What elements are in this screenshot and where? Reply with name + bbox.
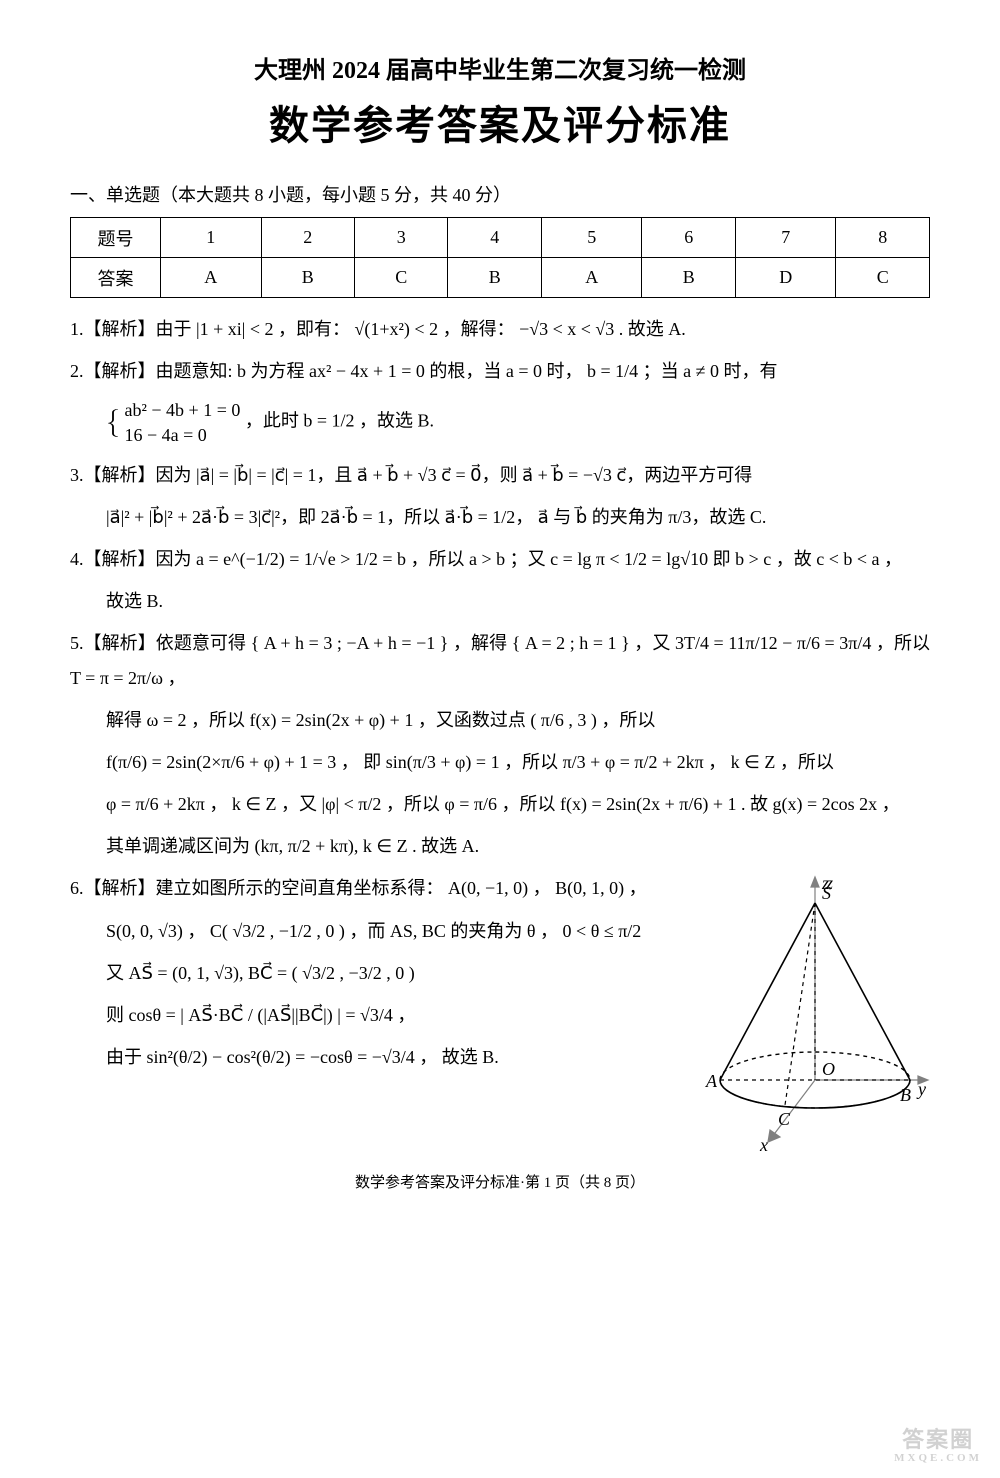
table-row: 答案 A B C B A B D C xyxy=(71,258,930,298)
cone-figure: S A B C O z y x z xyxy=(700,875,930,1155)
section-1-heading: 一、单选题（本大题共 8 小题，每小题 5 分，共 40 分） xyxy=(70,181,930,207)
label-y: y xyxy=(916,1079,926,1099)
problem-2-tail: ，此时 b = 1/2 ，故选 B. xyxy=(245,411,434,431)
col-num: 3 xyxy=(355,218,448,258)
col-num: 6 xyxy=(642,218,735,258)
problem-3-line2: |a⃗|² + |b⃗|² + 2a⃗·b⃗ = 3|c⃗|²，即 2a⃗·b⃗… xyxy=(70,500,930,534)
watermark-line2: MXQE.COM xyxy=(894,1452,982,1464)
problem-2-line1: 2.【解析】由题意知: b 为方程 ax² − 4x + 1 = 0 的根，当 … xyxy=(70,354,930,388)
problem-5-line5: 其单调递减区间为 (kπ, π/2 + kπ), k ∈ Z . 故选 A. xyxy=(70,829,930,863)
row-label: 答案 xyxy=(71,258,161,298)
label-z2: z xyxy=(825,875,833,893)
label-B: B xyxy=(900,1085,911,1105)
system-line: 16 − 4a = 0 xyxy=(125,423,241,448)
col-num: 8 xyxy=(836,218,930,258)
problem-4-line2: 故选 B. xyxy=(70,584,930,618)
label-C: C xyxy=(778,1109,791,1129)
problem-5-line4: φ = π/6 + 2kπ ， k ∈ Z ，又 |φ| < π/2 ，所以 φ… xyxy=(70,787,930,821)
watermark-line1: 答案圈 xyxy=(902,1427,974,1452)
problem-5-line3: f(π/6) = 2sin(2×π/6 + φ) + 1 = 3 ， 即 sin… xyxy=(70,745,930,779)
table-row: 题号 1 2 3 4 5 6 7 8 xyxy=(71,218,930,258)
col-num: 2 xyxy=(261,218,354,258)
label-A: A xyxy=(705,1071,718,1091)
answer-cell: C xyxy=(836,258,930,298)
answer-cell: B xyxy=(448,258,541,298)
answers-table: 题号 1 2 3 4 5 6 7 8 答案 A B C B A B D C xyxy=(70,217,930,298)
col-num: 7 xyxy=(735,218,836,258)
answer-cell: B xyxy=(261,258,354,298)
row-label: 题号 xyxy=(71,218,161,258)
answer-cell: C xyxy=(355,258,448,298)
col-num: 1 xyxy=(161,218,262,258)
problem-5-line2: 解得 ω = 2 ，所以 f(x) = 2sin(2x + φ) + 1 ，又函… xyxy=(70,703,930,737)
problem-3-line1: 3.【解析】因为 |a⃗| = |b⃗| = |c⃗| = 1，且 a⃗ + b… xyxy=(70,458,930,492)
system-line: ab² − 4b + 1 = 0 xyxy=(125,398,241,423)
answer-cell: B xyxy=(642,258,735,298)
label-O: O xyxy=(822,1059,835,1079)
problem-2-line2: { ab² − 4b + 1 = 0 16 − 4a = 0 ，此时 b = 1… xyxy=(70,396,930,449)
col-num: 5 xyxy=(541,218,642,258)
problem-1: 1.【解析】由于 |1 + xi| < 2 ，即有： √(1+x²) < 2 ，… xyxy=(70,312,930,346)
page-footer: 数学参考答案及评分标准·第 1 页（共 8 页） xyxy=(70,1171,930,1192)
pretitle: 大理州 2024 届高中毕业生第二次复习统一检测 xyxy=(70,50,930,85)
watermark: 答案圈 MXQE.COM xyxy=(894,1428,982,1464)
problem-4-line1: 4.【解析】因为 a = e^(−1/2) = 1/√e > 1/2 = b ，… xyxy=(70,542,930,576)
main-title: 数学参考答案及评分标准 xyxy=(70,93,930,151)
label-x: x xyxy=(759,1135,768,1155)
answer-cell: D xyxy=(735,258,836,298)
problem-5-line1: 5.【解析】依题意可得 { A + h = 3 ; −A + h = −1 } … xyxy=(70,626,930,694)
answer-cell: A xyxy=(161,258,262,298)
answer-cell: A xyxy=(541,258,642,298)
col-num: 4 xyxy=(448,218,541,258)
